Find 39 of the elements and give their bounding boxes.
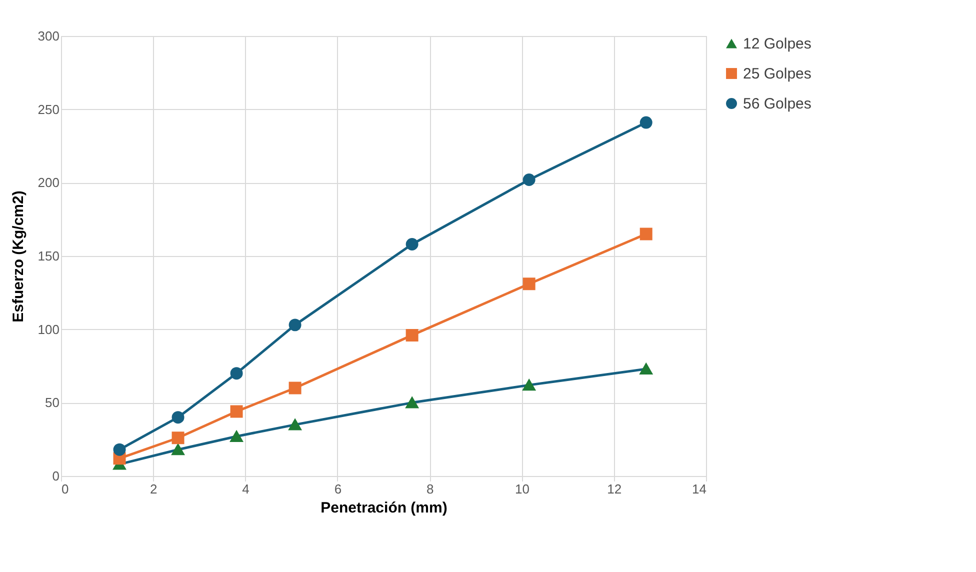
x-tick-label: 2 — [150, 482, 158, 496]
point — [522, 278, 536, 290]
y-tick-label: 150 — [38, 248, 60, 264]
point — [406, 238, 418, 250]
y-tick-label: 200 — [38, 175, 60, 190]
x-tick-label: 6 — [334, 482, 342, 496]
point — [406, 328, 418, 342]
y-tick-label: 100 — [38, 322, 60, 337]
x-tick-label: 12 — [607, 482, 622, 496]
legend-label: 12 Golpes — [743, 36, 812, 52]
point — [640, 363, 652, 374]
point — [288, 318, 302, 332]
x-tick-label: 4 — [242, 482, 250, 496]
x-axis-title: Penetración (mm) — [320, 500, 448, 516]
point — [406, 397, 418, 408]
point — [172, 432, 184, 444]
y-tick-label: 250 — [38, 102, 60, 117]
point — [230, 430, 243, 442]
point — [113, 443, 126, 456]
point — [288, 382, 302, 394]
x-tick-label: 10 — [514, 482, 530, 496]
y-tick-label: 50 — [45, 395, 60, 410]
point — [522, 174, 536, 186]
point — [172, 444, 184, 456]
point — [640, 228, 652, 240]
point — [230, 405, 243, 418]
x-tick-label: 8 — [426, 482, 434, 496]
point — [172, 411, 184, 424]
x-tick-label: 14 — [692, 482, 706, 496]
legend-label: 56 Golpes — [743, 96, 812, 112]
legend-label: 25 Golpes — [743, 66, 812, 82]
y-tick-label: 0 — [52, 468, 60, 484]
x-tick-label: 0 — [62, 482, 69, 496]
point — [230, 367, 243, 380]
point — [288, 419, 302, 430]
point — [640, 116, 652, 129]
point — [522, 380, 536, 391]
y-axis-title: Esfuerzo (Kg/cm2) — [10, 190, 27, 322]
y-tick-label: 300 — [38, 28, 60, 44]
